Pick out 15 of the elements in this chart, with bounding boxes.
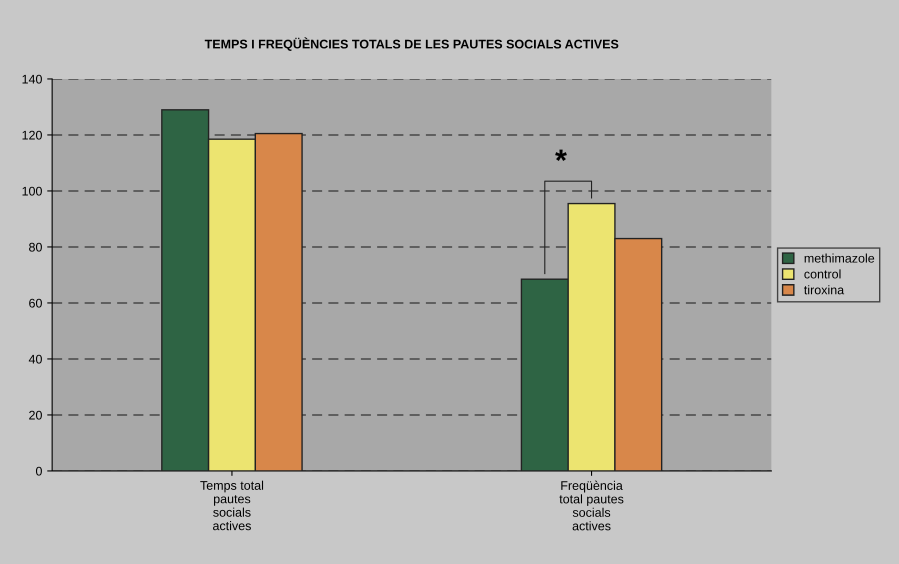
y-tick-label: 140 (22, 74, 42, 84)
y-tick-label: 80 (29, 242, 42, 252)
y-tick-label: 20 (29, 410, 42, 420)
annotation: * (555, 150, 567, 161)
y-tick-label: 60 (29, 298, 42, 308)
x-tick-label: Temps total pautes socials actives (200, 480, 264, 530)
y-tick-label: 40 (28, 354, 42, 364)
legend-label: methimazole (804, 254, 874, 263)
y-tick-label: 0 (36, 466, 42, 476)
legend-label: tiroxina (804, 285, 844, 294)
x-tick-label: Freqüència total pautes socials actives (559, 480, 624, 530)
y-tick-label: 120 (22, 130, 42, 140)
chart-title: TEMPS I FREQÜÈNCIES TOTALS DE LES PAUTES SOCIALS ACTIVES (204, 37, 618, 51)
y-tick-label: 100 (22, 186, 42, 196)
legend-label: control (804, 269, 841, 279)
